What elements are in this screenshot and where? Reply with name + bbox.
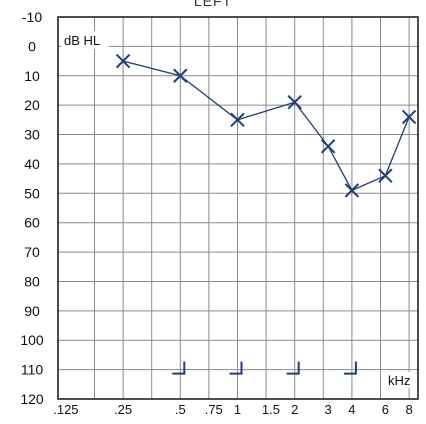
y-tick-label: 100 xyxy=(20,332,44,348)
chart-title: LEFT xyxy=(193,0,233,9)
x-tick-label: .75 xyxy=(205,402,223,417)
air-conduction-marker xyxy=(401,109,417,125)
x-tick-label: 4 xyxy=(348,402,355,417)
y-tick-label: 90 xyxy=(24,303,40,319)
air-conduction-marker xyxy=(378,168,393,183)
y-tick-label: 30 xyxy=(24,127,40,143)
y-tick-label: 40 xyxy=(24,156,40,172)
x-tick-label: .25 xyxy=(114,402,132,417)
bone-conduction-marker xyxy=(286,361,300,375)
air-conduction-marker xyxy=(287,95,302,110)
threshold-line xyxy=(122,60,410,192)
y-tick-label: 0 xyxy=(28,38,36,54)
x-tick-label: 3 xyxy=(325,402,332,417)
y-tick-label: 60 xyxy=(24,215,40,231)
air-conduction-marker xyxy=(115,53,131,69)
plot-frame xyxy=(57,16,419,400)
x-tick-label: 2 xyxy=(291,402,298,417)
y-tick-label: 20 xyxy=(24,97,40,113)
air-conduction-marker xyxy=(230,112,245,128)
y-tick-label: 10 xyxy=(24,68,40,84)
air-conduction-marker xyxy=(173,68,188,83)
x-tick-label: .125 xyxy=(53,402,78,417)
x-tick-label: 8 xyxy=(405,402,412,417)
y-tick-label: -10 xyxy=(22,9,42,25)
bone-conduction-marker xyxy=(343,361,357,375)
x-tick-label: .5 xyxy=(175,402,186,417)
xlabel-bg xyxy=(384,372,416,388)
y-axis-label: dB HL xyxy=(64,33,100,48)
x-tick-label: 6 xyxy=(382,402,389,417)
y-tick-label: 50 xyxy=(24,185,40,201)
y-tick-label: 110 xyxy=(21,362,44,378)
x-tick-label: 1.5 xyxy=(262,402,280,417)
y-tick-label: 70 xyxy=(24,244,40,260)
ylabel-bg xyxy=(61,31,109,49)
bone-conduction-marker xyxy=(172,361,186,375)
y-tick-label: 120 xyxy=(20,391,44,407)
x-axis-label: kHz xyxy=(388,373,410,388)
air-conduction-marker xyxy=(344,183,360,198)
x-tick-label: 1 xyxy=(234,402,241,417)
bone-conduction-marker xyxy=(229,361,243,375)
y-tick-label: 80 xyxy=(24,273,40,289)
air-conduction-marker xyxy=(320,139,336,154)
